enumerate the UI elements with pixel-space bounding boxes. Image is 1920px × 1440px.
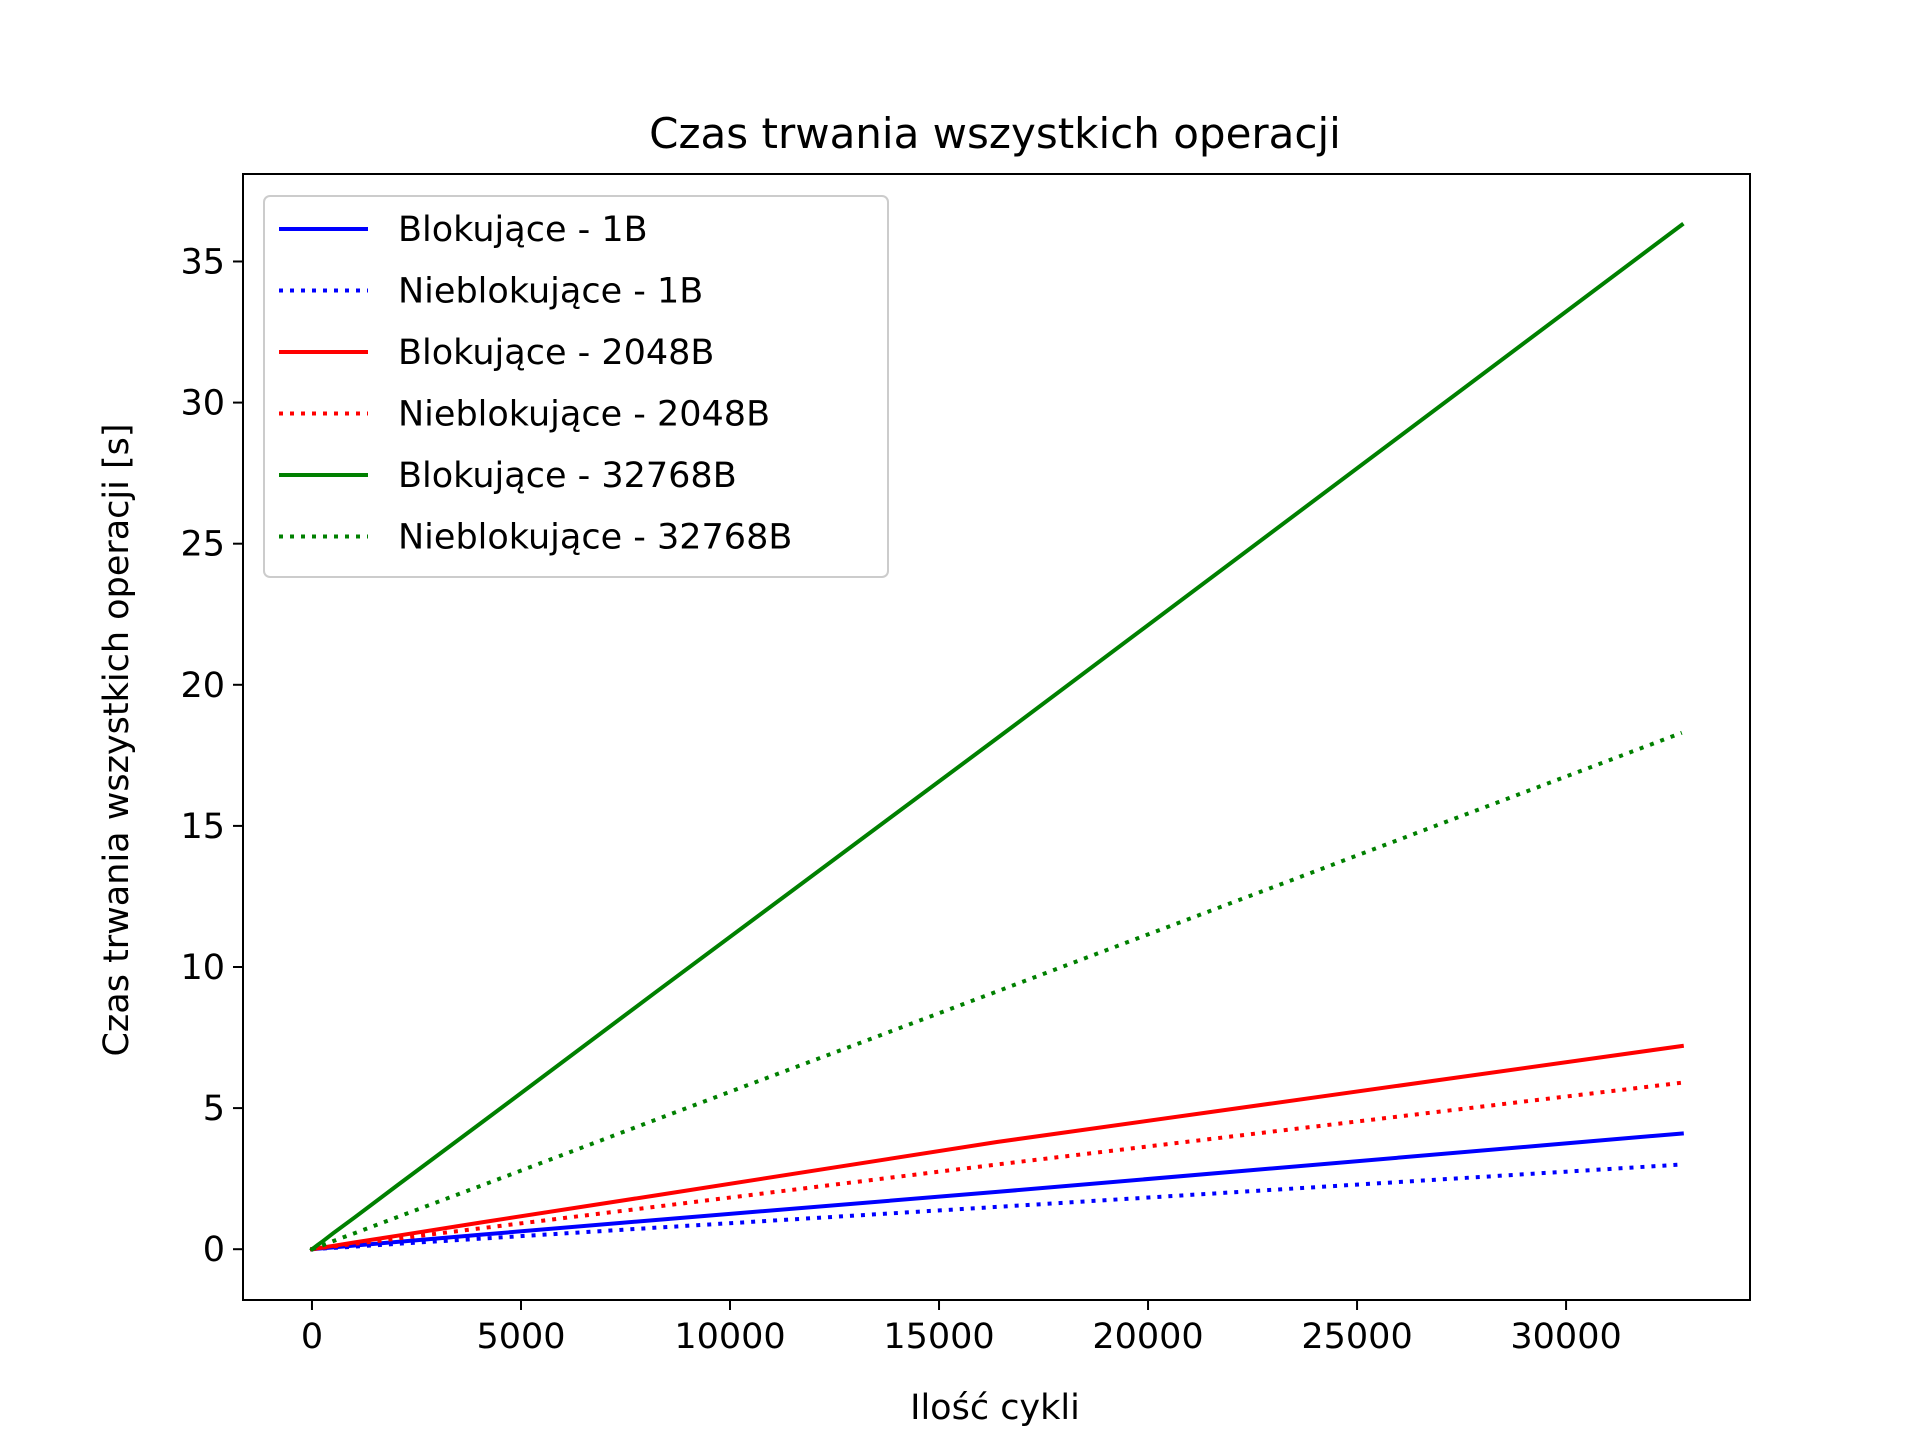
y-axis-label: Czas trwania wszystkich operacji [s] [97, 423, 137, 1056]
series-line-6 [310, 730, 1683, 1252]
x-tick-label: 30000 [1510, 1317, 1621, 1357]
legend-label-1: Blokujące - 1B [398, 210, 648, 250]
legend-label-2: Nieblokujące - 1B [398, 272, 703, 312]
x-tick-label: 10000 [674, 1317, 785, 1357]
x-axis-label: Ilość cykli [910, 1388, 1080, 1428]
y-tick-label: 10 [180, 948, 225, 988]
legend-label-6: Nieblokujące - 32768B [398, 518, 792, 558]
y-tick-label: 20 [180, 666, 225, 706]
x-tick-label: 15000 [883, 1317, 994, 1357]
legend: Blokujące - 1B Nieblokujące - 1B Blokujące… [263, 195, 889, 578]
y-tick-label: 0 [203, 1230, 225, 1270]
legend-box [263, 195, 889, 578]
axes-frame [242, 173, 1751, 1301]
x-tick-label: 5000 [476, 1317, 565, 1357]
y-tick-label: 15 [180, 807, 225, 847]
x-tick-label: 0 [301, 1317, 323, 1357]
y-tick-label: 5 [203, 1089, 225, 1129]
x-tick-label: 25000 [1301, 1317, 1412, 1357]
legend-label-3: Blokujące - 2048B [398, 333, 714, 373]
plot-area [309, 222, 1685, 1253]
legend-label-4: Nieblokujące - 2048B [398, 395, 770, 435]
ticks: 0 5000 10000 15000 20000 25000 30000 0 5 10 15 20 25… [180, 242, 1621, 1357]
y-tick-label: 30 [180, 384, 225, 424]
legend-label-5: Blokujące - 32768B [398, 456, 737, 496]
x-tick-label: 20000 [1092, 1317, 1203, 1357]
y-tick-label: 25 [180, 525, 225, 565]
y-tick-label: 35 [180, 242, 225, 282]
chart-title: Czas trwania wszystkich operacji [649, 109, 1341, 158]
